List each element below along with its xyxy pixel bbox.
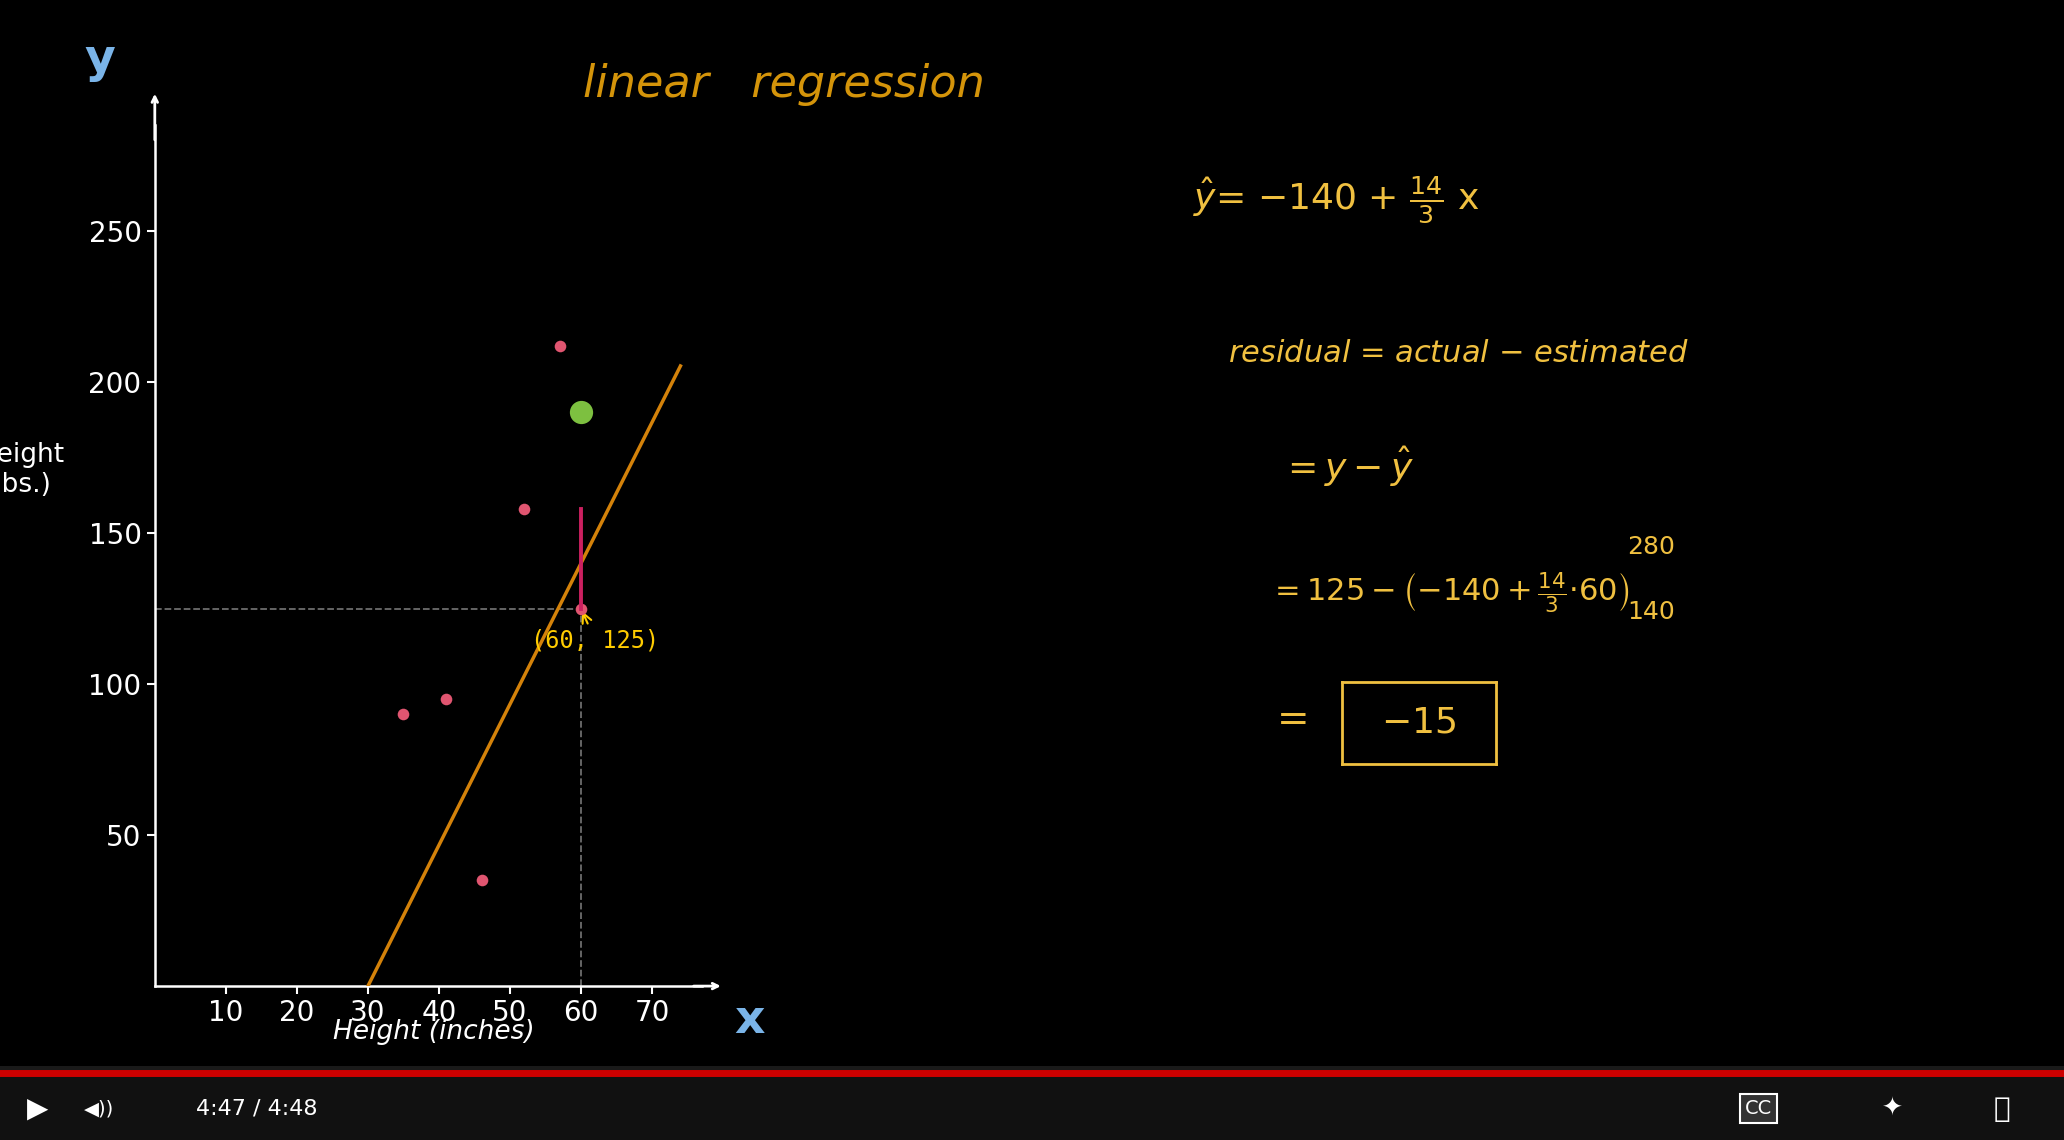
Point xyxy=(563,600,596,618)
Point xyxy=(386,706,419,724)
Text: 140: 140 xyxy=(1626,600,1676,625)
Text: y: y xyxy=(85,38,116,82)
Text: (60, 125): (60, 125) xyxy=(530,613,660,653)
Point xyxy=(543,336,576,355)
Text: ▶: ▶ xyxy=(27,1094,47,1123)
Point xyxy=(429,690,462,708)
Point xyxy=(508,499,541,518)
Text: residual = actual $-$ estimated: residual = actual $-$ estimated xyxy=(1228,339,1688,368)
Point xyxy=(563,404,596,422)
Text: linear   regression: linear regression xyxy=(584,63,985,106)
Text: $-15$: $-15$ xyxy=(1381,706,1457,740)
Text: ⛶: ⛶ xyxy=(1994,1094,2010,1123)
Text: x: x xyxy=(735,998,766,1043)
Text: ✦: ✦ xyxy=(1882,1097,1903,1121)
Text: Height (inches): Height (inches) xyxy=(332,1019,535,1044)
Text: 4:47 / 4:48: 4:47 / 4:48 xyxy=(196,1099,318,1118)
Text: $= 125 - \left(-140+\frac{14}{3}{\cdot}60\right)$: $= 125 - \left(-140+\frac{14}{3}{\cdot}6… xyxy=(1269,570,1631,616)
Text: $=$: $=$ xyxy=(1269,699,1307,738)
Point xyxy=(464,871,497,889)
Text: $\hat{y}$= $-$140 $+$ $\frac{14}{3}$ x: $\hat{y}$= $-$140 $+$ $\frac{14}{3}$ x xyxy=(1193,174,1480,225)
Text: 280: 280 xyxy=(1626,535,1676,560)
Text: ◀)): ◀)) xyxy=(85,1099,114,1118)
Text: $= y - \hat{y}$: $= y - \hat{y}$ xyxy=(1280,446,1414,489)
Text: CC: CC xyxy=(1744,1099,1773,1118)
Text: Weight
(lbs.): Weight (lbs.) xyxy=(0,441,64,498)
